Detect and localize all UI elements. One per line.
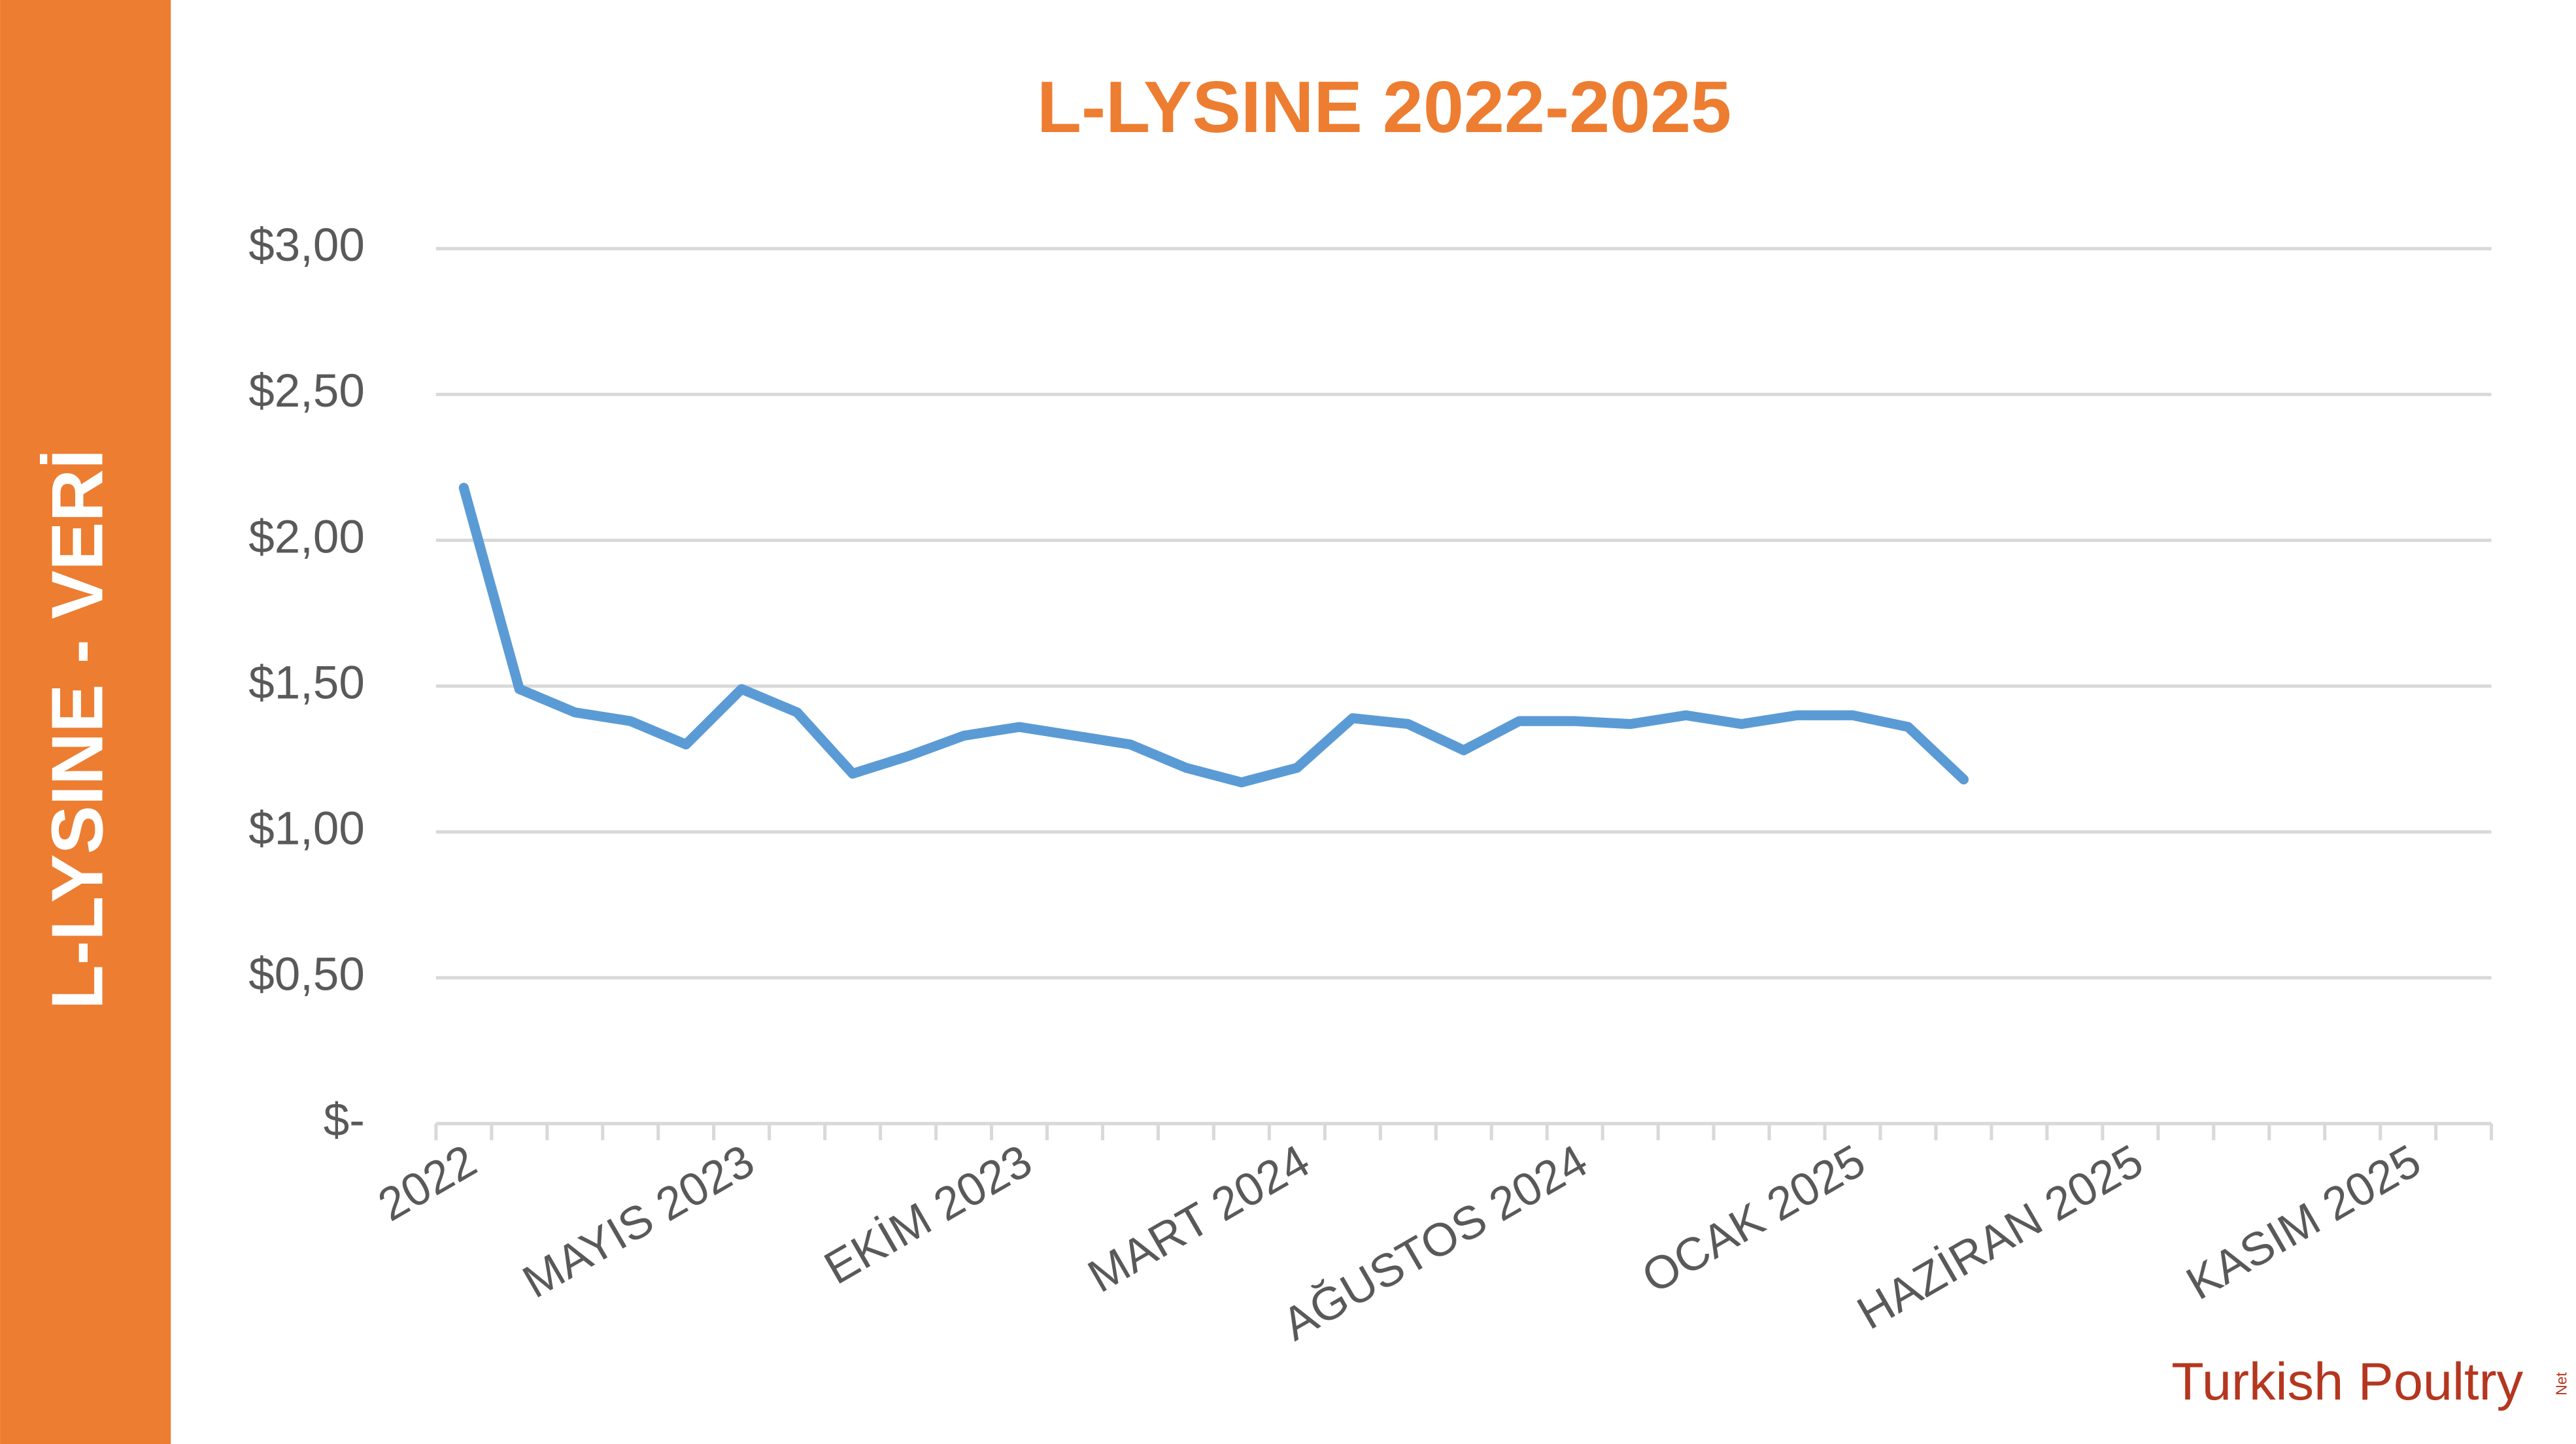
line-series <box>458 482 1969 788</box>
logo: Turkish Poultry Net <box>2171 1352 2569 1411</box>
x-tick-label: MAYIS 2023 <box>515 1135 763 1308</box>
x-tick-label: HAZİRAN 2025 <box>1849 1135 2152 1339</box>
x-tick-label: 2022 <box>370 1135 485 1231</box>
y-tick-label: $- <box>324 1095 365 1147</box>
y-tick-label: $0,50 <box>248 949 365 1001</box>
x-tick-label: EKİM 2023 <box>816 1135 1041 1294</box>
y-tick-label: $2,50 <box>248 365 365 417</box>
y-tick-label: $2,00 <box>248 511 365 563</box>
y-tick-label: $1,50 <box>248 657 365 709</box>
sidebar-label: L-LYSINE - VERİ <box>36 449 118 1009</box>
y-tick-label: $3,00 <box>248 220 365 271</box>
logo-brand: Turkish Poultry <box>2171 1352 2523 1411</box>
chart-title: L-LYSINE 2022-2025 <box>1037 66 1731 148</box>
x-tick-label: AĞUSTOS 2024 <box>1274 1135 1597 1351</box>
logo-suffix: Net <box>2553 1372 2570 1396</box>
y-tick-label: $1,00 <box>248 803 365 854</box>
x-tick-label: OCAK 2025 <box>1634 1135 1874 1303</box>
x-tick-label: KASIM 2025 <box>2178 1135 2430 1310</box>
sidebar <box>0 0 171 1444</box>
x-tick-label: MART 2024 <box>1079 1135 1318 1302</box>
